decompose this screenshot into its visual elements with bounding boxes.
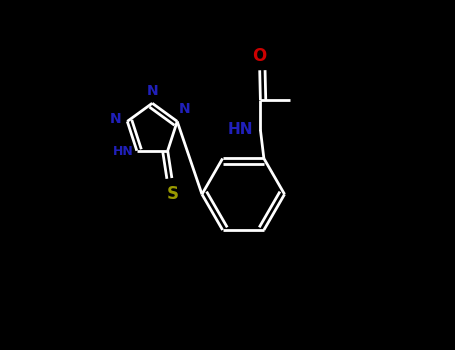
Text: S: S <box>167 185 179 203</box>
Text: HN: HN <box>112 145 133 158</box>
Text: N: N <box>147 84 158 98</box>
Text: HN: HN <box>227 122 253 137</box>
Text: N: N <box>179 102 191 116</box>
Text: N: N <box>109 112 121 126</box>
Text: O: O <box>253 47 267 65</box>
